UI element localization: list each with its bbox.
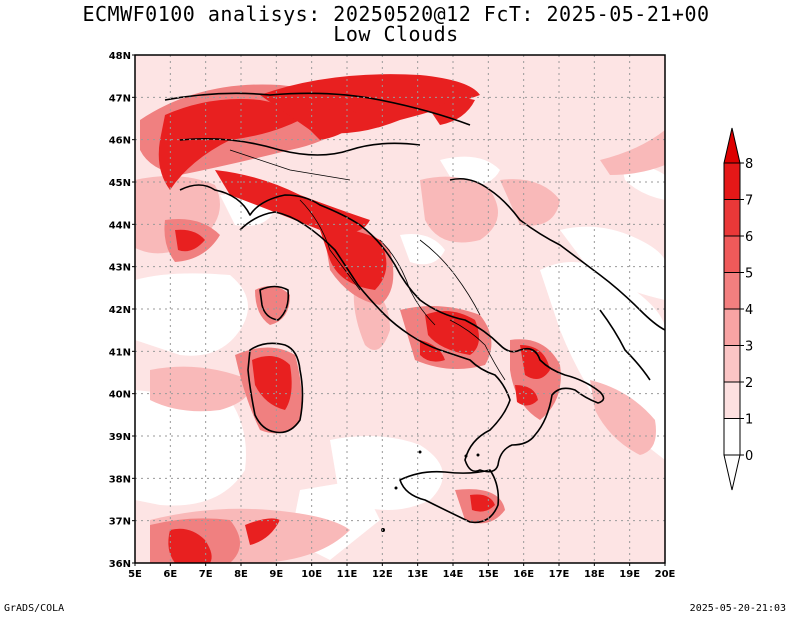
lon-tick-label: 11E [337, 569, 358, 580]
lat-tick-label: 47N [109, 93, 131, 104]
colorbar-segment [723, 381, 741, 419]
colorbar-max-arrow [723, 127, 741, 164]
lat-tick-label: 42N [109, 305, 131, 316]
lat-tick-label: 37N [109, 517, 131, 528]
cloud-level-7-areas [158, 74, 550, 563]
map-gridlines [135, 55, 665, 563]
colorbar-segment [723, 308, 741, 346]
colorbar-label: 2 [745, 376, 753, 391]
region-boundaries [229, 149, 506, 381]
lon-tick-label: 10E [301, 569, 322, 580]
lat-tick-label: 38N [109, 474, 131, 485]
lat-tick-label: 36N [109, 559, 131, 570]
map-subtitle: Low Clouds [333, 22, 459, 46]
colorbar-label: 4 [745, 303, 753, 318]
footer-timestamp: 2025-05-20-21:03 [689, 603, 786, 614]
colorbar: 0 1 2 3 4 5 6 7 8 [723, 127, 753, 491]
map-title: ECMWF0100 analisys: 20250520@12 FcT: 202… [82, 2, 710, 26]
colorbar-label: 3 [745, 340, 753, 355]
footer-credit: GrADS/COLA [4, 603, 65, 614]
lon-tick-label: 14E [443, 569, 464, 580]
lon-tick-label: 17E [549, 569, 570, 580]
colorbar-label: 0 [745, 449, 753, 464]
colorbar-segment [723, 272, 741, 310]
lat-tick-label: 43N [109, 263, 131, 274]
lat-tick-label: 44N [109, 220, 131, 231]
lat-tick-label: 46N [109, 136, 131, 147]
lon-tick-label: 12E [372, 569, 393, 580]
colorbar-min-arrow [723, 454, 741, 491]
colorbar-label: 5 [745, 267, 753, 282]
lat-tick-label: 40N [109, 390, 131, 401]
lat-tick-label: 48N [109, 51, 131, 62]
colorbar-label: 7 [745, 194, 753, 209]
lon-tick-label: 6E [163, 569, 177, 580]
colorbar-segment [723, 162, 741, 200]
colorbar-label: 6 [745, 230, 753, 245]
colorbar-label: 8 [745, 157, 753, 172]
colorbar-segment [723, 418, 741, 456]
colorbar-segment [723, 199, 741, 237]
colorbar-label: 1 [745, 413, 753, 428]
lon-tick-label: 7E [199, 569, 213, 580]
lon-tick-label: 9E [269, 569, 283, 580]
lon-tick-label: 20E [655, 569, 676, 580]
map-axis-ticks: 5E 6E 7E 8E 9E 10E 11E 12E 13E 14E 15E 16E 17E 18E 19E… [109, 51, 676, 580]
colorbar-segment [723, 235, 741, 273]
lat-tick-label: 39N [109, 432, 131, 443]
lon-tick-label: 5E [128, 569, 142, 580]
lon-tick-label: 19E [619, 569, 640, 580]
lon-tick-label: 8E [234, 569, 248, 580]
lon-tick-label: 15E [478, 569, 499, 580]
lon-tick-label: 18E [584, 569, 605, 580]
lat-tick-label: 45N [109, 178, 131, 189]
lat-tick-label: 41N [109, 347, 131, 358]
lon-tick-label: 16E [513, 569, 534, 580]
map-plot-area [135, 55, 665, 563]
lon-tick-label: 13E [407, 569, 428, 580]
colorbar-segment [723, 345, 741, 383]
